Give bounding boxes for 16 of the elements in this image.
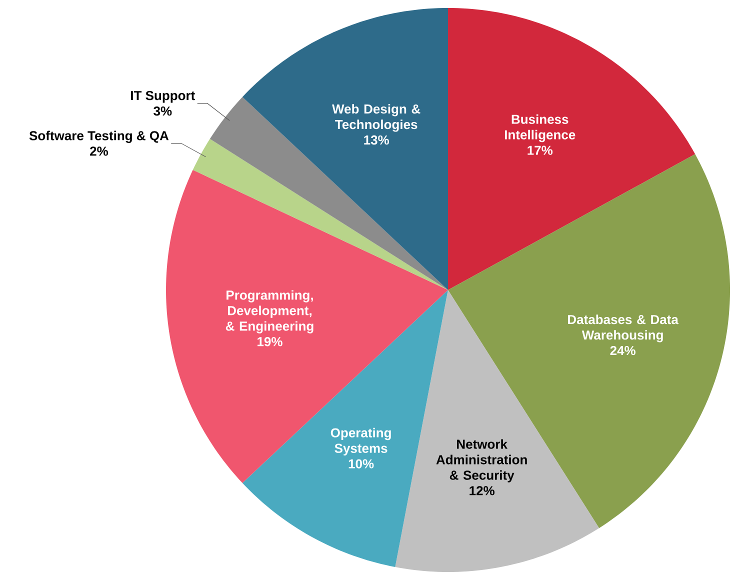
slice-label: Software Testing & QA	[29, 130, 169, 143]
data-label: 3%	[154, 106, 172, 116]
slice-label: Databases & Data Warehousing	[568, 314, 679, 342]
data-label: 19%	[258, 337, 282, 346]
data-label: 17%	[528, 146, 553, 155]
slice-label: Network Administration & Security	[436, 439, 527, 482]
data-label: 13%	[364, 135, 389, 145]
slice-label: IT Support	[131, 90, 195, 103]
data-label: 24%	[610, 346, 636, 356]
slice-label: Business Intelligence	[504, 114, 576, 142]
slice-label: Programming, Development, & Engineering	[226, 290, 314, 334]
slice-label: Operating Systems	[330, 428, 391, 456]
data-label: 2%	[90, 146, 108, 156]
data-label: 10%	[348, 459, 374, 468]
data-label: 12%	[470, 486, 494, 496]
slice-label: Web Design & Technologies	[332, 104, 420, 132]
